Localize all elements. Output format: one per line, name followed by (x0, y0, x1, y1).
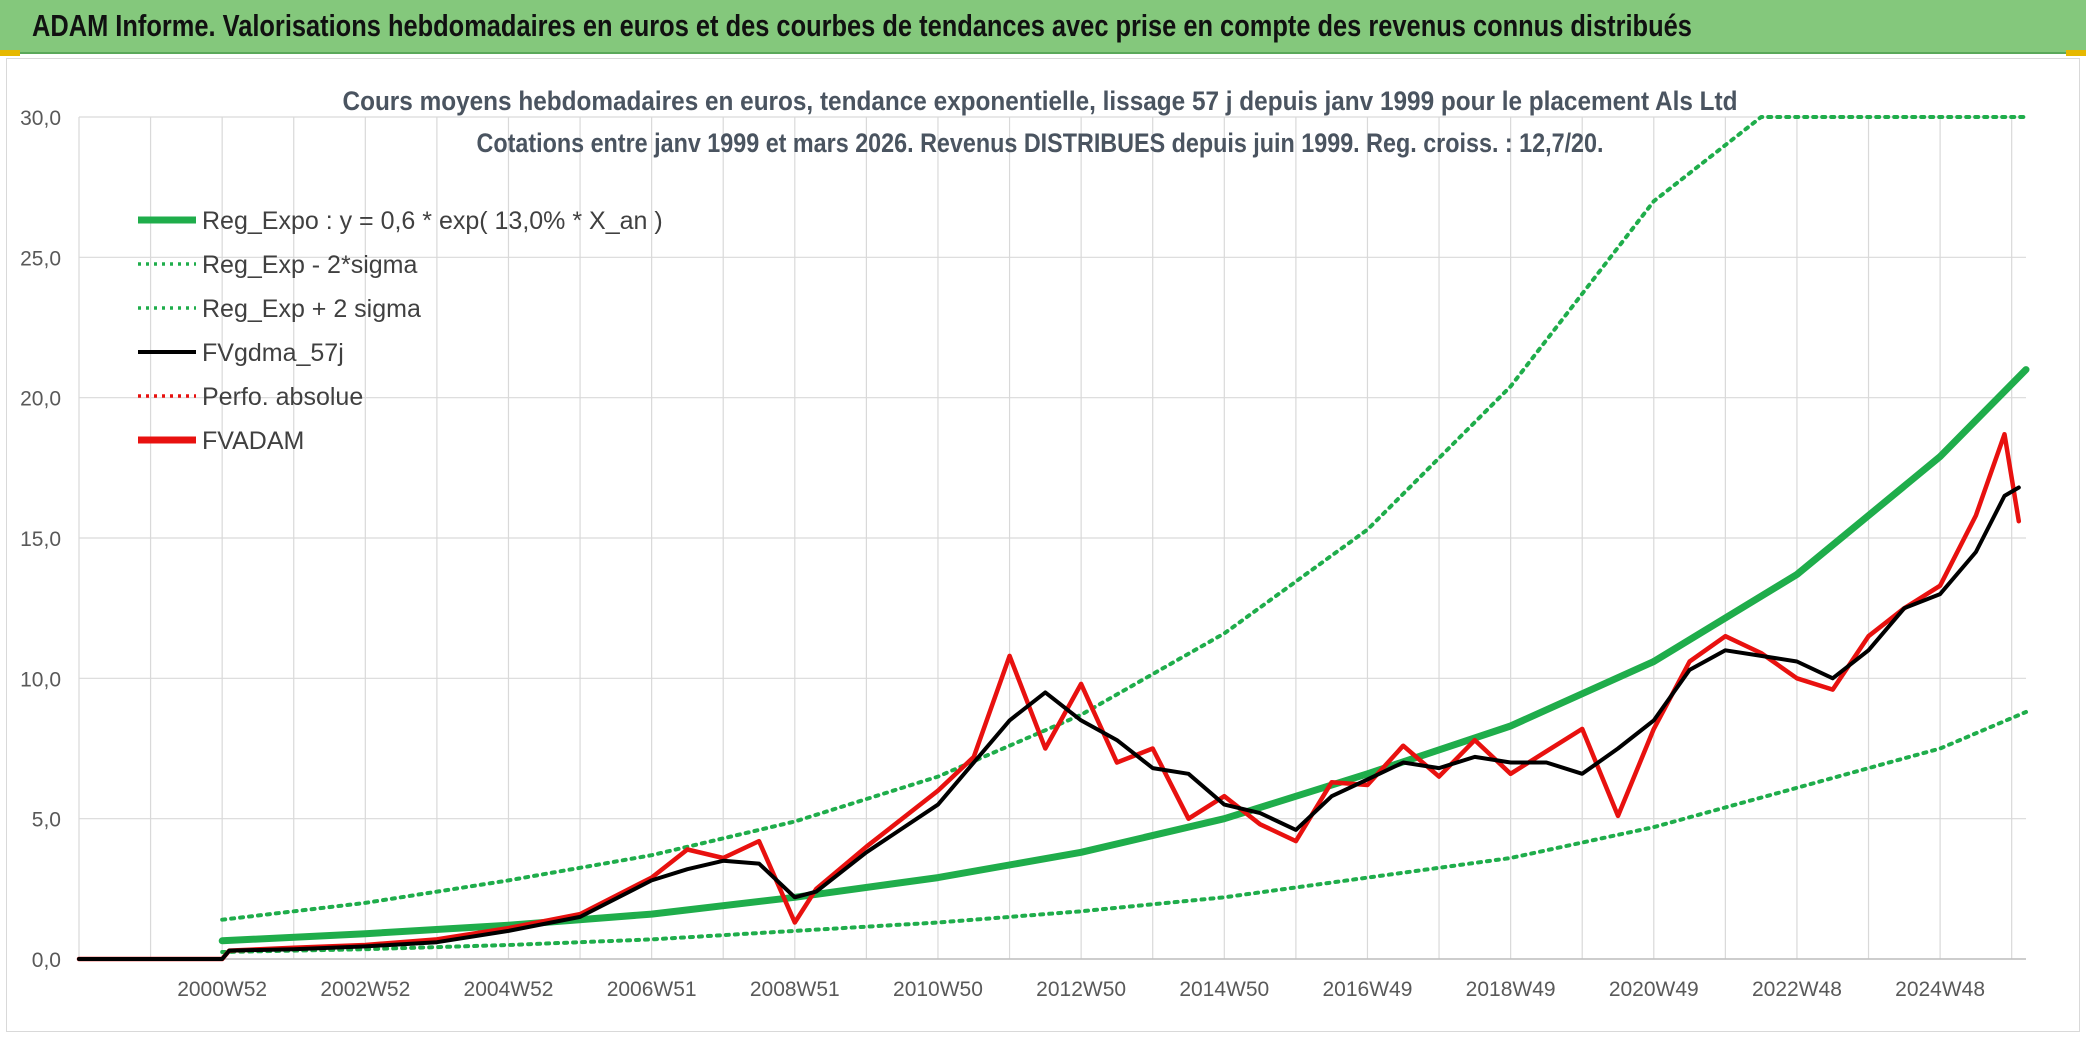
corner-accent-left (0, 50, 20, 56)
x-tick-label: 2022W48 (1752, 978, 1842, 1001)
y-tick-label: 30,0 (20, 107, 61, 130)
x-tick-label: 2004W52 (464, 978, 554, 1001)
x-tick-label: 2010W50 (893, 978, 983, 1001)
legend-label: Reg_Exp + 2 sigma (202, 295, 421, 323)
axis-layer: 0,0 5,0 10,0 15,0 20,0 25,0 30,0 2000W52 2002W52… (20, 107, 2026, 1001)
x-tick-label: 2000W52 (177, 978, 267, 1001)
series-line-4 (77, 485, 2021, 961)
x-tick-label: 2016W49 (1323, 978, 1413, 1001)
series-line-3 (220, 115, 2028, 922)
grid-layer (78, 116, 2026, 960)
y-tick-label: 20,0 (20, 388, 61, 411)
x-tick-label: 2002W52 (320, 978, 410, 1001)
chart-frame (6, 58, 2080, 1032)
series-layer (76, 115, 2030, 962)
x-tick-label: 2020W49 (1609, 978, 1699, 1001)
series-line-5 (76, 431, 2022, 962)
chart-title: Cours moyens hebdomadaires en euros, ten… (343, 86, 1738, 116)
x-tick-label: 2012W50 (1036, 978, 1126, 1001)
x-tick-label: 2018W49 (1466, 978, 1556, 1001)
legend-label: Reg_Expo : y = 0,6 * exp( 13,0% * X_an ) (202, 207, 663, 235)
y-tick-label: 0,0 (32, 949, 61, 972)
x-tick-label: 2008W51 (750, 978, 840, 1001)
y-tick-label: 15,0 (20, 528, 61, 551)
legend-label: Perfo. absolue (202, 383, 363, 411)
x-tick-label: 2006W51 (607, 978, 697, 1001)
x-tick-label: 2024W48 (1895, 978, 1985, 1001)
legend: Reg_Expo : y = 0,6 * exp( 13,0% * X_an )… (138, 207, 663, 455)
chart-subtitle: Cotations entre janv 1999 et mars 2026. … (477, 128, 1604, 158)
y-tick-label: 10,0 (20, 668, 61, 691)
y-tick-label: 25,0 (20, 247, 61, 270)
x-tick-label: 2014W50 (1179, 978, 1269, 1001)
legend-label: FVADAM (202, 427, 304, 455)
corner-accent-right (2066, 50, 2086, 56)
series-line-2 (220, 710, 2028, 954)
banner-title: ADAM Informe. Valorisations hebdomadaire… (32, 8, 1692, 43)
title-banner: ADAM Informe. Valorisations hebdomadaire… (0, 0, 2086, 54)
y-tick-label: 5,0 (32, 809, 61, 832)
legend-label: FVgdma_57j (202, 339, 344, 367)
legend-label: Reg_Exp - 2*sigma (202, 251, 417, 279)
